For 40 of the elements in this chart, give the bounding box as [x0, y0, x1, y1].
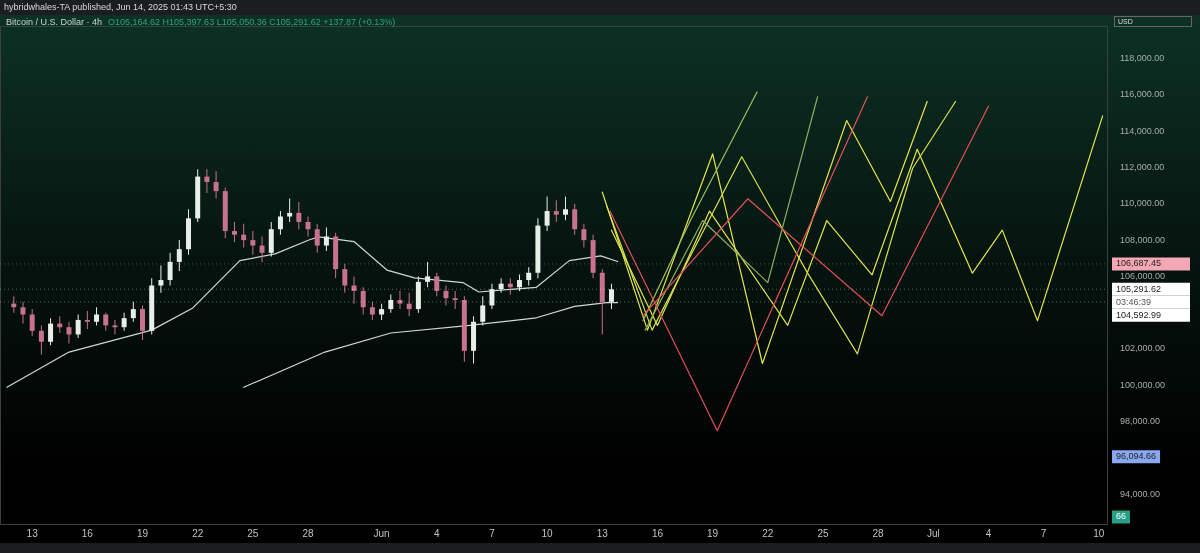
- y-tick-label: 118,000.00: [1120, 53, 1165, 64]
- annotation: O105,164.62 H105,397.63 L105,050.36 C105,291.62 +137.87 (+0.13%): [108, 17, 396, 27]
- x-tick-label: 4: [433, 527, 440, 539]
- y-tick-label: 94,000.00: [1120, 488, 1161, 499]
- ref-line-label: 106,687.45: [1116, 258, 1162, 269]
- x-tick-label: 16: [81, 527, 94, 539]
- y-tick-label: 116,000.00: [1120, 89, 1165, 100]
- ref-line-label: 104,592.99: [1116, 309, 1162, 320]
- y-tick-label: 110,000.00: [1120, 198, 1165, 209]
- y-tick-label: 112,000.00: [1120, 162, 1165, 173]
- x-tick-label: 10: [1093, 527, 1105, 539]
- x-tick-label: 22: [192, 527, 204, 539]
- x-tick-label: 25: [247, 527, 259, 539]
- ref-line-label: 105,291.62: [1116, 283, 1162, 294]
- chart-title: Bitcoin / U.S. Dollar · 4h: [6, 17, 103, 27]
- text: 66: [1116, 511, 1127, 522]
- x-tick-label: 7: [1040, 527, 1047, 539]
- text: 96,094.66: [1116, 451, 1157, 462]
- y-tick-label: 100,000.00: [1120, 379, 1166, 390]
- y-tick-label: 102,000.00: [1120, 343, 1166, 354]
- x-tick-label: 28: [302, 527, 315, 539]
- y-tick-label: 98,000.00: [1120, 416, 1161, 427]
- x-tick-label: 19: [707, 527, 719, 539]
- x-tick-label: 10: [541, 527, 554, 539]
- y-tick-label: 106,000.00: [1120, 270, 1166, 281]
- text: 03:46:39: [1116, 296, 1152, 307]
- y-tick-label: 114,000.00: [1120, 125, 1165, 136]
- x-tick-label: 7: [489, 527, 496, 539]
- x-tick-label: 19: [136, 527, 149, 539]
- x-tick-label: 13: [26, 527, 39, 539]
- x-tick-label: 22: [762, 527, 774, 539]
- x-tick-label: 25: [817, 527, 829, 539]
- x-tick-label: Jun: [373, 527, 390, 539]
- x-tick-label: 28: [872, 527, 885, 539]
- chart-subtitle: hybridwhales-TA published, Jun 14, 2025 01:43 UTC+5:30: [0, 0, 1200, 15]
- x-tick-label: 16: [651, 527, 664, 539]
- x-tick-label: 13: [596, 527, 609, 539]
- x-tick-label: Jul: [926, 527, 940, 539]
- y-tick-label: 108,000.00: [1120, 234, 1166, 245]
- x-tick-label: 4: [985, 527, 992, 539]
